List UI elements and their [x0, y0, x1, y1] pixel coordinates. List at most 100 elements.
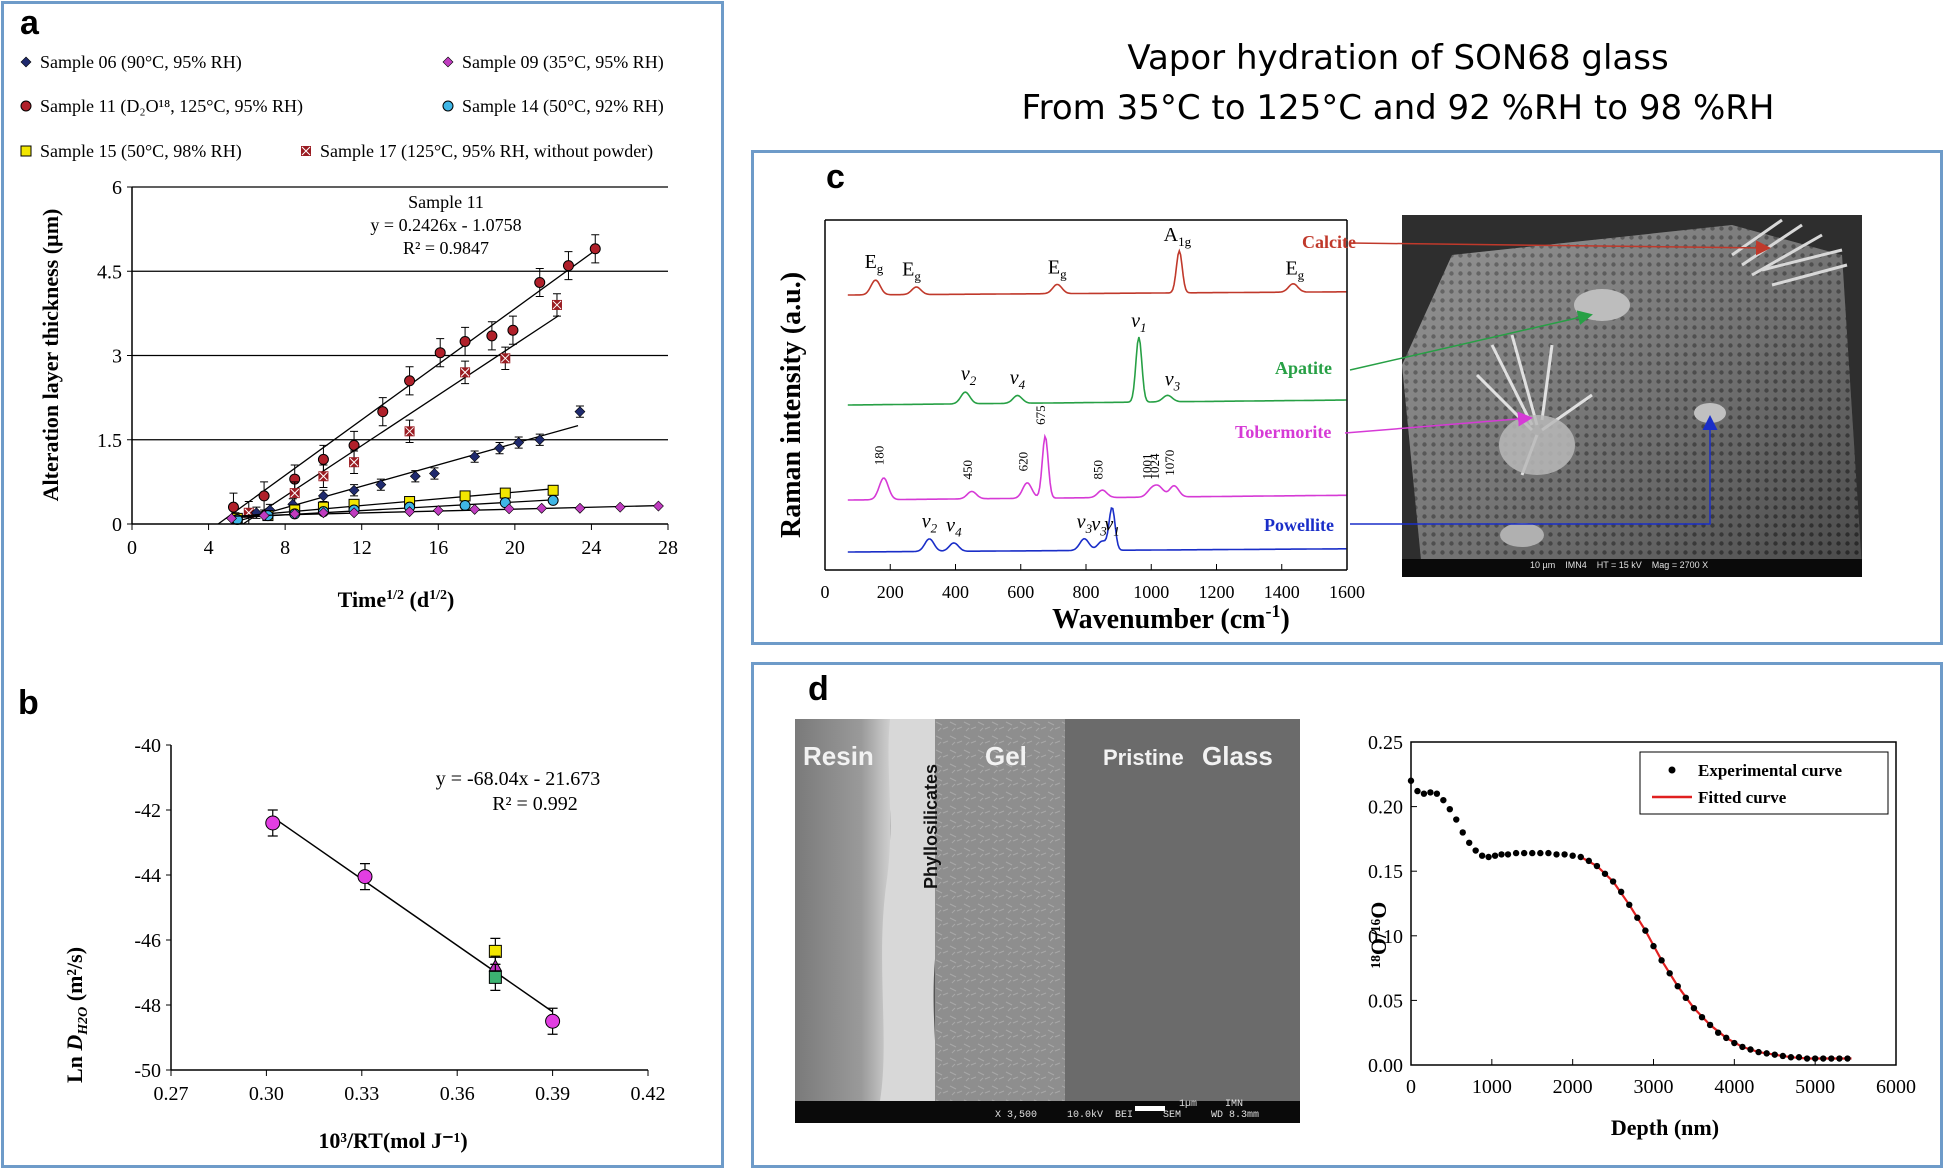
- chart-a-xtick-6: 24: [581, 537, 601, 559]
- chart-c-peak-label-0-3: A1g: [1164, 224, 1192, 249]
- chart-d-exp-point-6: [1446, 805, 1453, 813]
- chart-a-point-0-5: [377, 406, 389, 418]
- chart-a-xlabel-end: ): [447, 587, 454, 612]
- chart-a-point-1-2-x: [319, 471, 328, 481]
- chart-a-xlabel-sup: 1/2: [386, 588, 404, 603]
- chart-a-point-2-8: [429, 468, 440, 479]
- chart-c-peak-label-2-7: 1070: [1162, 450, 1177, 476]
- chart-d-exp-point-11: [1478, 852, 1486, 859]
- chart-d-exp-point-37: [1682, 994, 1690, 1002]
- chart-a-point-5-5: [404, 506, 415, 518]
- chart-b-point-4: [488, 970, 502, 984]
- chart-d-exp-point-56: [1836, 1055, 1843, 1062]
- chart-d-fitted-curve: [1580, 856, 1852, 1060]
- legend-a-marker-4: [20, 145, 32, 157]
- chart-d-xtick-5: 5000: [1795, 1076, 1835, 1098]
- chart-d-ytick-3: 0.15: [1368, 861, 1403, 883]
- axes-a: 0 1.5 3 4.5 6 0 4 8 12 16 20 24 28: [97, 177, 678, 559]
- chart-d-exp-point-40: [1706, 1021, 1714, 1029]
- chart-c-peak-label-1-2-main: v: [1131, 310, 1140, 332]
- chart-a-point-0-9: [486, 330, 498, 342]
- chart-d-exp-point-47: [1763, 1050, 1770, 1057]
- chart-d-xtick-6: 6000: [1876, 1076, 1916, 1098]
- chart-c-peak-label-3-1-sub: 4: [955, 525, 962, 540]
- chart-a-xtick-0: 0: [127, 537, 137, 559]
- chart-c-peak-label-2-0-main: 180: [872, 446, 887, 466]
- chart-a-point-2-7: [409, 470, 421, 482]
- chart-b: -50 -48 -46 -44 -42 -40 0.27 0.30 0.33 0.36 0.39 0.…: [62, 735, 666, 1153]
- chart-a-point-5-8: [503, 503, 515, 515]
- chart-c-peak-label-0-3-sub: 1g: [1178, 234, 1192, 249]
- chart-c-peak-label-3-3: v3: [1091, 514, 1107, 539]
- chart-d-ytick-5: 0.25: [1368, 732, 1403, 754]
- chart-a-ytick-2: 3: [112, 346, 122, 368]
- chart-d-exp-point-54: [1820, 1055, 1827, 1062]
- chart-a-point-5-1: [258, 510, 270, 521]
- label-calcite: Calcite: [1302, 232, 1356, 252]
- chart-d-ytick-1: 0.05: [1368, 990, 1403, 1012]
- chart-c-peak-label-1-0-main: v: [961, 363, 970, 385]
- chart-c-peak-label-3-4: v1: [1104, 514, 1119, 539]
- chart-a-ytick-4: 6: [112, 177, 122, 199]
- legend-a-marker-3: [442, 100, 454, 112]
- chart-a-point-2-9: [469, 451, 481, 463]
- chart-a: Sample 06 (90°C, 95% RH) Sample 09 (35°C,…: [20, 52, 678, 612]
- chart-a-xtick-7: 28: [658, 537, 678, 559]
- chart-a-point-1-4-x: [405, 426, 414, 436]
- chart-a-point-2-5: [348, 484, 360, 496]
- chart-b-point-0: [265, 815, 281, 831]
- chart-b-ytick-3: -44: [134, 865, 161, 887]
- chart-c-peak-label-0-2-sub: g: [1060, 267, 1067, 282]
- chart-a-point-5-4: [348, 507, 360, 519]
- chart-b-ytick-2: -46: [134, 930, 161, 952]
- chart-c-peak-label-2-7-main: 1070: [1162, 450, 1177, 476]
- chart-c-peak-label-3-1-main: v: [946, 515, 955, 537]
- chart-c-peak-label-1-1: v4: [1010, 367, 1026, 392]
- chart-c-peak-label-3-2-main: v: [1077, 511, 1086, 533]
- sem-d-scalebar: [1135, 1106, 1165, 1111]
- chart-c-peak-label-3-4-sub: 1: [1113, 524, 1120, 539]
- chart-c-xlabel-sup: -1: [1266, 601, 1281, 621]
- sem-d-label-phyllosilicates: Phyllosilicates: [921, 763, 941, 889]
- chart-d-exp-point-16: [1512, 849, 1520, 857]
- chart-a-point-1-3-x: [349, 457, 359, 467]
- chart-b-xtick-0: 0.27: [154, 1083, 189, 1105]
- chart-c-xtick-4: 800: [1073, 582, 1100, 602]
- sem-c-calcite-crystals: [1731, 218, 1848, 287]
- chart-c-peak-label-0-4-main: E: [1285, 258, 1297, 280]
- chart-a-point-1-7-x: [552, 300, 562, 310]
- chart-b-xtick-1: 0.30: [249, 1083, 284, 1105]
- sem-image-d: Resin Phyllosilicates Gel Pristine Glass…: [795, 719, 1300, 1123]
- panel-c-label: c: [826, 158, 845, 196]
- chart-a-point-0-7: [434, 347, 446, 359]
- legend-a: Sample 06 (90°C, 95% RH) Sample 09 (35°C,…: [20, 52, 664, 162]
- legend-d-exp-marker: [1668, 766, 1676, 774]
- chart-d-exp-point-3: [1427, 789, 1434, 796]
- chart-d-exp-point-27: [1601, 870, 1609, 877]
- chart-c-peak-label-1-3: v3: [1165, 368, 1181, 393]
- chart-a-ytick-1: 1.5: [97, 430, 122, 452]
- sem-d-label-resin: Resin: [803, 741, 874, 771]
- chart-c-peak-label-2-5-main: 1001: [1140, 453, 1155, 479]
- chart-d-exp-point-43: [1731, 1039, 1738, 1047]
- chart-a-point-0-12: [562, 260, 574, 272]
- chart-a-point-1-7: [551, 299, 562, 310]
- chart-a-annotation-line2: y = 0.2426x - 1.0758: [370, 215, 521, 235]
- chart-a-point-0-0: [227, 501, 239, 513]
- chart-d-exp-point-50: [1787, 1054, 1795, 1061]
- chart-c-peak-label-1-0: v2: [961, 363, 977, 388]
- chart-c-xtick-5: 1000: [1133, 582, 1169, 602]
- panel-d-frame: [751, 662, 1943, 1168]
- chart-a-xtick-4: 16: [428, 537, 448, 559]
- legend-a-label-3: Sample 14 (50°C, 92% RH): [462, 96, 664, 117]
- chart-d-exp-point-15: [1504, 851, 1512, 858]
- chart-a-point-1-3: [349, 457, 360, 468]
- chart-a-point-2-11: [513, 437, 525, 448]
- chart-c-peak-label-1-3-main: v: [1165, 368, 1174, 390]
- chart-a-point-1-4: [404, 426, 415, 437]
- chart-c-xlabel-end: ): [1281, 604, 1290, 635]
- chart-c-peak-label-0-0-main: E: [865, 251, 877, 273]
- arrow-powellite: [1350, 415, 1718, 525]
- chart-a-annotation-line3: R² = 0.9847: [403, 238, 489, 258]
- chart-c-peak-label-0-1-sub: g: [914, 268, 921, 283]
